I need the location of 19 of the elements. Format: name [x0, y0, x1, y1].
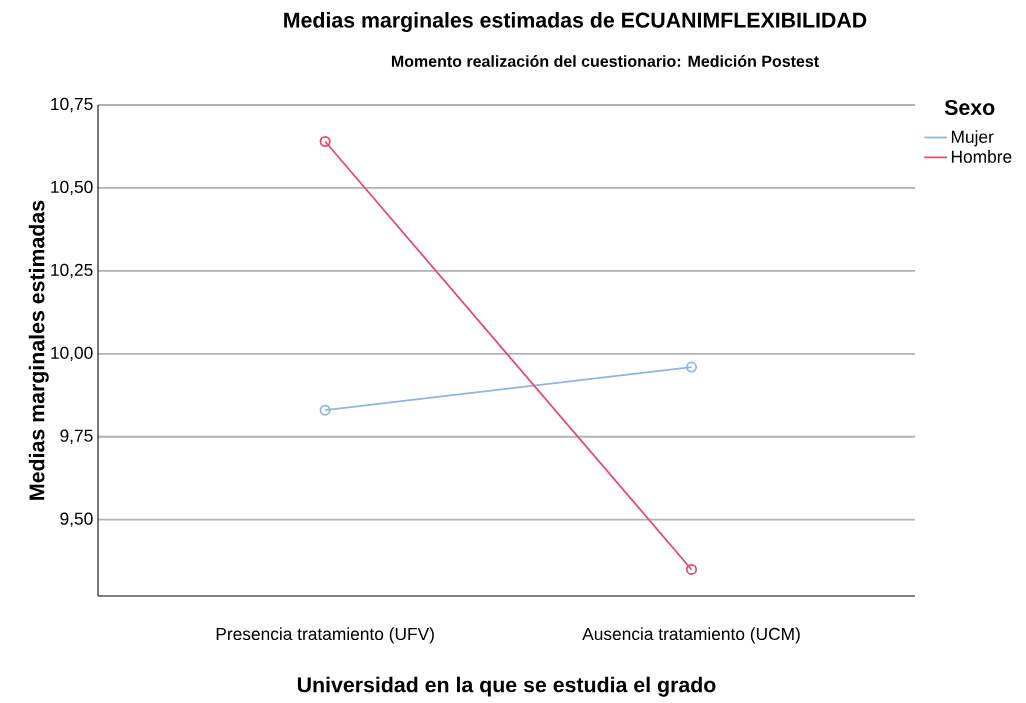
chart-title: Medias marginales estimadas de ECUANIMFLEXIBILIDAD: [284, 12, 867, 32]
y-tick-label: 10,25: [51, 263, 93, 279]
y-tick-label: 10,00: [51, 346, 93, 361]
x-tick-label: Presencia tratamiento (UFV): [216, 627, 434, 644]
point: [685, 563, 698, 575]
chart-subtitle: Momento realización del cuestionario: Medición Postest: [391, 55, 819, 67]
point: [319, 404, 331, 416]
x-tick-label: Ausencia tratamiento (UCM): [582, 627, 800, 644]
y-tick-label: 10,50: [51, 180, 93, 196]
y-tick-label: 9,50: [60, 512, 93, 527]
legend-label: Hombre: [951, 150, 1012, 163]
legend-title: Sexo: [944, 99, 995, 116]
x-axis-title: Universidad en la que se estudia el grado: [297, 676, 716, 697]
point: [319, 135, 331, 148]
y-tick-label: 10,75: [51, 97, 93, 113]
legend-label: Mujer: [951, 130, 994, 147]
y-axis-title: Medias marginales estimadas: [28, 200, 49, 500]
y-tick-label: 9,75: [60, 429, 93, 444]
point: [685, 361, 698, 373]
